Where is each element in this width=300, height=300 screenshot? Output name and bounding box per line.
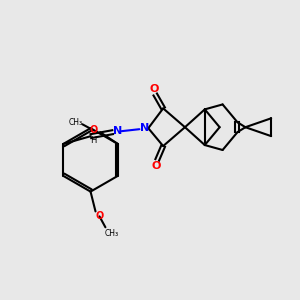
Text: CH₃: CH₃ [68,118,83,127]
Text: O: O [150,84,159,94]
Text: O: O [95,212,104,221]
Text: CH₃: CH₃ [104,229,118,238]
Text: O: O [152,161,161,171]
Text: N: N [113,126,122,136]
Text: H: H [91,136,97,145]
Text: O: O [89,125,98,135]
Text: N: N [140,123,149,133]
